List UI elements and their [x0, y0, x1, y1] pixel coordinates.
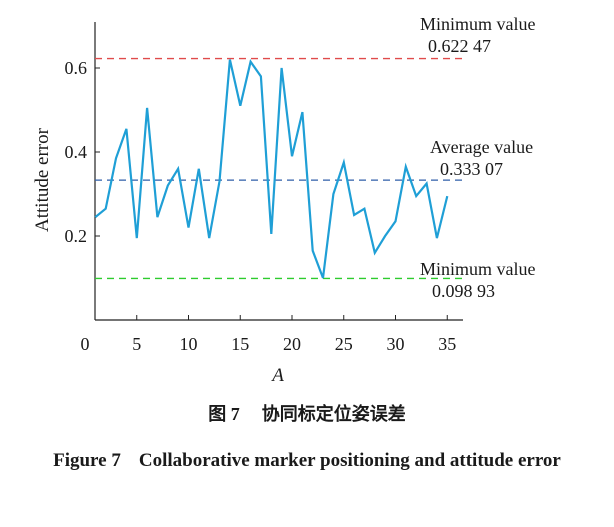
- caption-en-number: Figure 7: [53, 450, 121, 471]
- reference-line-value: 0.333 07: [440, 159, 503, 179]
- reference-line-value: 0.622 47: [428, 36, 491, 56]
- y-tick-label: 0.6: [65, 58, 88, 78]
- caption-en-title: Collaborative marker positioning and att…: [138, 450, 561, 471]
- y-tick-label: 0.2: [65, 226, 88, 246]
- data-series: [94, 59, 449, 279]
- axes: 0 5 10 15 20 25 30 35 0.2 0.4 0.6: [65, 22, 463, 354]
- caption-english: Figure 7 Collaborative marker positioning…: [40, 440, 574, 482]
- x-axis-label: A: [270, 365, 284, 386]
- x-tick-label: 10: [180, 334, 198, 354]
- caption-chinese: 图 7 协同标定位姿误差: [0, 400, 614, 426]
- series-line: [94, 59, 449, 279]
- reference-line-value: 0.098 93: [432, 281, 495, 301]
- x-tick-label: 30: [387, 334, 405, 354]
- x-tick-label: 0: [81, 334, 90, 354]
- reference-lines: [95, 57, 463, 280]
- attitude-error-chart: 0 5 10 15 20 25 30 350.20.40.6 Minimum value0.6…: [32, 14, 536, 386]
- x-tick-label: 35: [438, 334, 456, 354]
- reference-line-label: Average value: [430, 137, 533, 157]
- x-tick-label: 5: [132, 334, 141, 354]
- x-tick-label: 15: [231, 334, 249, 354]
- y-axis-label: Attitude error: [32, 127, 53, 232]
- y-tick-label: 0.4: [65, 142, 88, 162]
- reference-line-label: Minimum value: [420, 14, 536, 34]
- caption-zh-number: 图 7: [208, 404, 240, 424]
- x-tick-label: 20: [283, 334, 301, 354]
- reference-line-label: Minimum value: [420, 259, 536, 279]
- caption-zh-title: 协同标定位姿误差: [261, 404, 406, 425]
- x-tick-label: 25: [335, 334, 353, 354]
